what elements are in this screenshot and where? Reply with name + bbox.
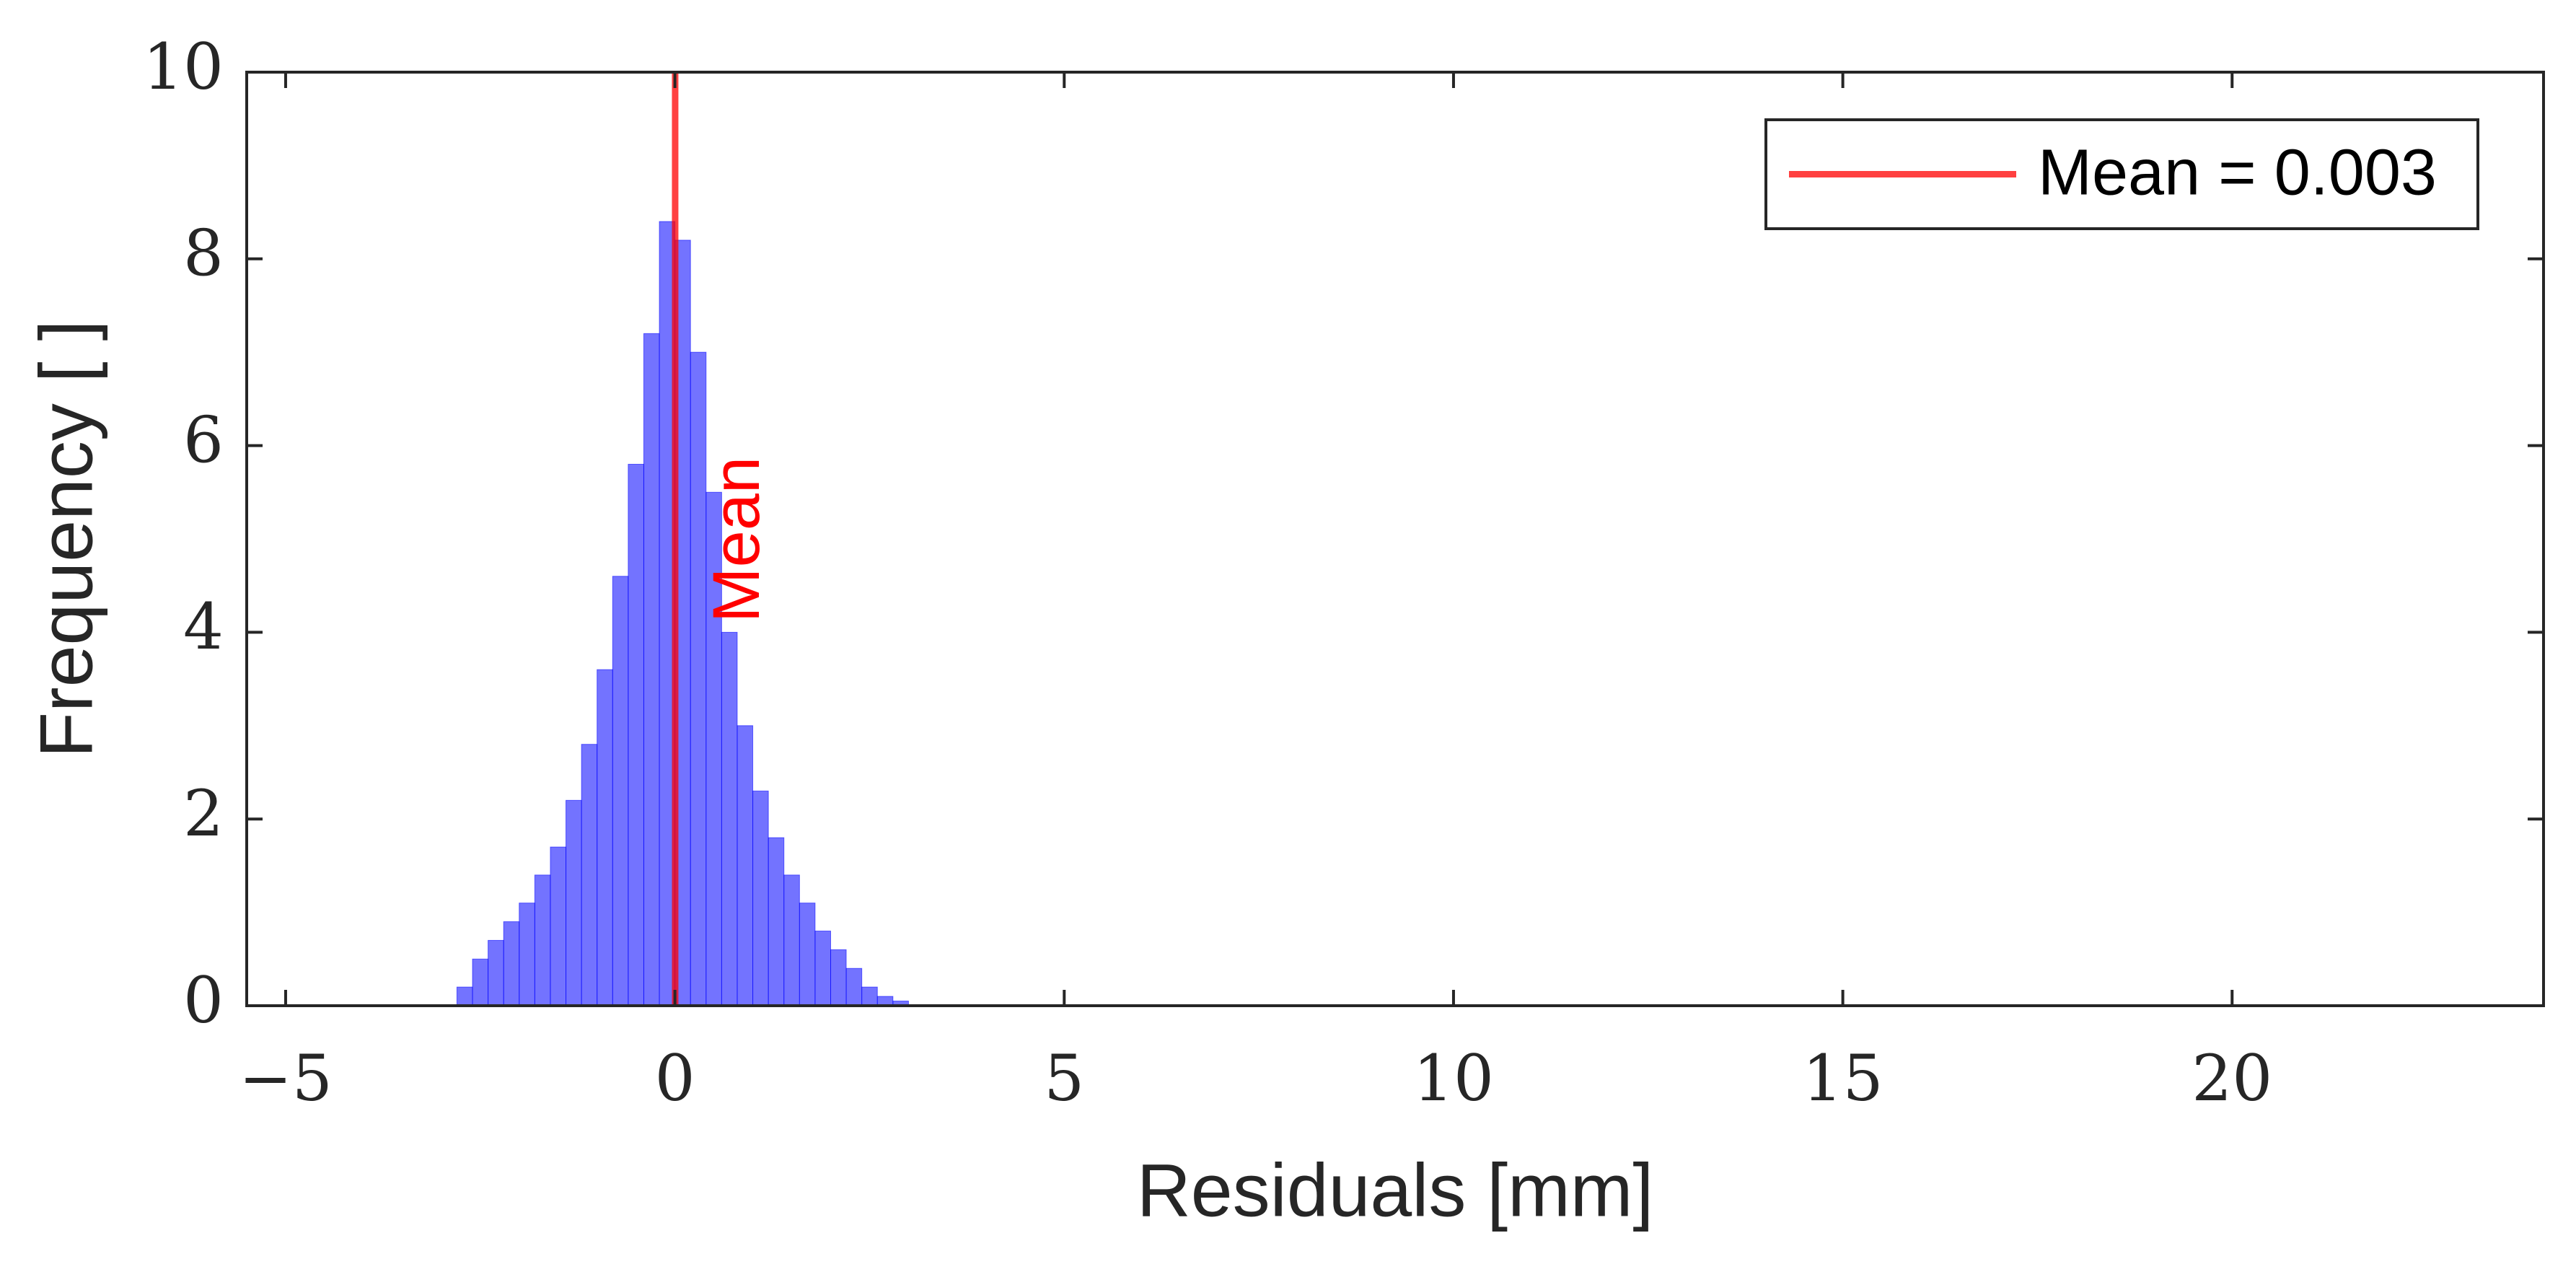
x-tick-label: 10 bbox=[1413, 1041, 1494, 1115]
bar bbox=[643, 333, 660, 1006]
bar bbox=[783, 874, 800, 1006]
bar bbox=[472, 958, 489, 1006]
bar bbox=[456, 986, 473, 1006]
bar bbox=[488, 939, 504, 1006]
bar bbox=[597, 669, 613, 1006]
bar bbox=[519, 903, 535, 1006]
bar bbox=[628, 463, 644, 1006]
bar bbox=[799, 903, 816, 1006]
bar bbox=[737, 725, 754, 1006]
bar bbox=[690, 351, 707, 1006]
x-tick-label: 5 bbox=[1044, 1041, 1084, 1115]
x-axis-label: Residuals [mm] bbox=[1137, 1149, 1654, 1232]
x-tick-label: −5 bbox=[239, 1041, 333, 1115]
y-tick-label: 0 bbox=[183, 963, 224, 1037]
y-tick-label: 8 bbox=[183, 216, 224, 291]
bar bbox=[861, 986, 878, 1006]
y-tick-label: 10 bbox=[143, 30, 224, 104]
y-tick-label: 2 bbox=[183, 776, 224, 851]
bar bbox=[612, 576, 629, 1006]
y-tick-label: 4 bbox=[183, 589, 224, 664]
bar bbox=[503, 921, 520, 1006]
bar bbox=[581, 744, 598, 1006]
y-axis-label: Frequency [ ] bbox=[25, 320, 108, 758]
mean-annotation: Mean bbox=[700, 457, 773, 623]
axes-box bbox=[245, 71, 2545, 1007]
x-tick-label: 20 bbox=[2192, 1041, 2272, 1115]
x-tick-label: 0 bbox=[655, 1041, 695, 1115]
x-tick-label: 15 bbox=[1803, 1041, 1883, 1115]
bar bbox=[845, 967, 863, 1006]
bar bbox=[721, 631, 738, 1006]
bar bbox=[566, 799, 582, 1006]
bar bbox=[550, 846, 567, 1006]
bar bbox=[534, 874, 551, 1006]
bar bbox=[814, 930, 831, 1006]
legend-label: Mean = 0.003 bbox=[2038, 136, 2437, 209]
bar bbox=[752, 790, 769, 1006]
y-tick-label: 6 bbox=[183, 403, 224, 477]
bar bbox=[830, 949, 847, 1006]
bar bbox=[768, 837, 785, 1006]
